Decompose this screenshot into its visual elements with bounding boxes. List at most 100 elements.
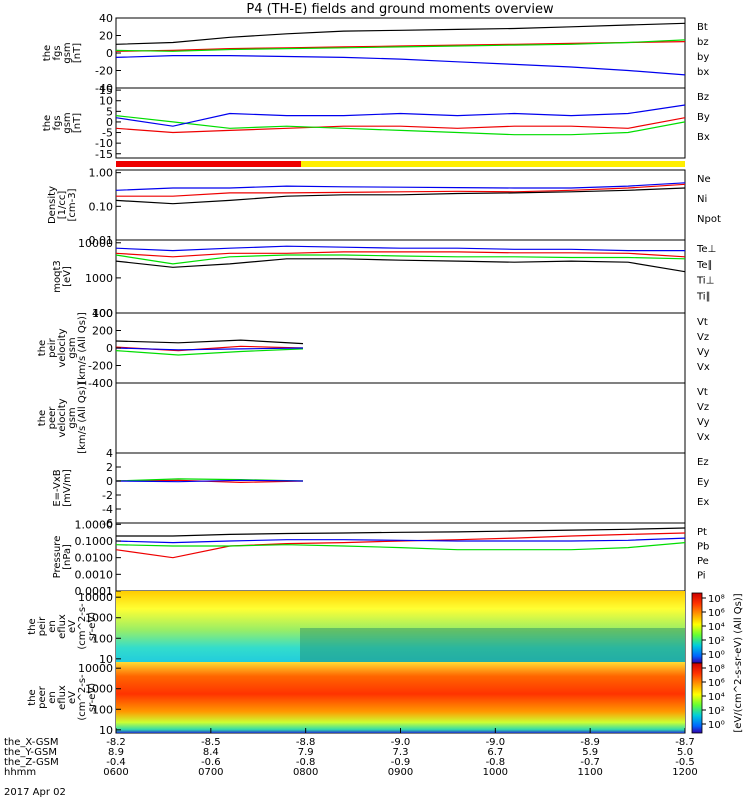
y-tick-label-9-3: 10 [99,724,113,737]
series-1-1 [115,115,686,136]
y-label-line-7-0: Pressure [52,536,63,579]
x-value-0-2: -8.8 [296,737,316,748]
legend-0-0: Bt [697,22,708,33]
y-label-line-0-1: fgs [52,45,63,60]
x-value-2-1: -0.6 [201,757,221,768]
y-tick-label-8-2: 100 [92,632,113,645]
series-3-1 [115,258,686,273]
legend-3-1: Te∥ [696,260,713,271]
series-6-2 [115,479,304,483]
series-7-0 [116,527,686,537]
colorbar-tick-label-7: 10⁴ [708,692,725,703]
series-4-3 [115,347,304,351]
y-label-7: Pressure [nPa] [52,536,73,579]
x-value-3-0: 0600 [103,767,128,778]
legend-0-2: by [697,52,709,63]
legends: Bt bz by bx Bz By Bx Ne Ni Npot Te⊥ Te∥ Ti⊥ Ti∥ Vt Vz Vy… [696,22,721,582]
y-tick-label-6-0: 4 [106,447,113,460]
series-3-0 [115,251,686,258]
colorbar-label: [eV/(cm^2-s-sr-eV) (All Qs)] [733,593,744,732]
y-tick-label-7-1: 0.1000 [75,535,114,548]
x-value-0-5: -8.9 [580,737,600,748]
colorbar-ion [691,592,703,664]
x-value-1-2: 7.9 [298,747,314,758]
legend-6-0: Ez [697,457,709,468]
y-tick-label-3-2: 100 [92,307,113,320]
status-bar [116,161,685,167]
y-label-line-6-0: E=-VxB [52,469,63,506]
y-label-line-4-4: [km/s (All Qs)] [77,312,88,384]
y-label-line-5-1: peer [47,406,58,430]
y-tick-label-8-1: 1000 [85,612,113,625]
y-label-line-3-0: moqt3 [52,260,63,293]
colorbar-tick-label-4: 10⁰ [708,650,725,661]
panel-frame-2 [115,169,686,241]
colorbar-tick-label-8: 10² [708,706,725,717]
electron-spectrogram-fill [116,662,685,733]
y-label-line-4-1: peir [47,337,58,357]
y-label-line-2-2: [cm-3] [67,188,78,221]
legend-0-1: bz [697,37,709,48]
y-tick-label-7-2: 0.0100 [75,552,114,565]
colorbar-tick-label-2: 10⁴ [708,622,725,633]
legend-5-2: Vy [697,417,710,428]
y-tick-label-1-4: -5 [102,127,113,140]
y-label-line-4-2: velocity [57,328,68,367]
y-label-4: the peir velocity gsm [km/s (All Qs)] [37,312,88,384]
series-7-3 [115,537,686,544]
series-1-0 [115,117,686,134]
panel-frame-7 [115,522,686,592]
y-label-line-1-0: the [42,115,53,131]
y-tick-label-7-0: 1.0000 [75,518,114,531]
y-label-line-7-1: [nPa] [62,544,73,570]
panel-frame-5 [115,382,686,454]
legend-1-1: By [697,112,710,123]
x-row-label-2: the_Z-GSM [4,757,59,768]
series-7-2 [115,542,686,551]
series-0-0 [115,22,686,45]
x-value-2-5: -0.7 [580,757,600,768]
legend-3-3: Ti∥ [696,291,711,302]
y-label-line-5-4: [km/s (All Qs)] [77,382,88,454]
legend-7-1: Pb [697,542,709,553]
x-value-0-1: -8.5 [201,737,221,748]
y-tick-label-6-1: 2 [106,461,113,474]
y-label-line-9-6: sr-eV) [87,683,98,712]
y-label-line-9-5: (cm^2-s- [77,674,88,721]
series-2-0 [116,183,686,197]
y-tick-label-1-2: 5 [106,105,113,118]
y-label-3: moqt3 [eV] [52,260,73,293]
y-tick-label-0-0: 40 [99,12,113,25]
series-2-1 [115,187,686,205]
x-date: 2017 Apr 02 [4,787,66,798]
y-tick-label-7-4: 0.0001 [75,585,114,598]
legend-5-0: Vt [697,387,708,398]
ion-spectrogram-fill [116,591,685,662]
electron-spectrogram [116,662,685,733]
series-3-3 [115,254,686,265]
legend-6-2: Ex [697,497,709,508]
x-value-3-2: 0800 [293,767,318,778]
y-label-line-9-1: peer [37,685,48,709]
plot-title: P4 (TH-E) fields and ground moments over… [246,2,554,17]
y-label-line-8-4: eV [67,620,78,633]
y-tick-label-9-2: 100 [92,703,113,716]
y-tick-label-4-1: 200 [92,325,113,338]
ion-spectrogram-noise [300,628,685,662]
y-tick-label-6-3: -2 [102,489,113,502]
legend-6-1: Ey [697,477,709,488]
colorbar-tick-label-6: 10⁶ [708,678,725,689]
y-label-5: the peer velocity gsm [km/s (All Qs)] [37,382,88,454]
x-value-3-1: 0700 [198,767,223,778]
y-label-line-8-2: en [47,620,58,633]
series-7-1 [115,532,686,559]
x-value-3-3: 0900 [388,767,413,778]
legend-2-2: Npot [697,214,721,225]
y-label-6: E=-VxB [mV/m] [52,469,73,507]
y-tick-label-4-3: -200 [88,360,113,373]
y-tick-label-8-0: 10000 [78,591,113,604]
x-value-2-3: -0.9 [391,757,411,768]
x-value-2-6: -0.5 [675,757,695,768]
x-value-0-6: -8.7 [675,737,695,748]
x-value-1-5: 5.9 [582,747,598,758]
